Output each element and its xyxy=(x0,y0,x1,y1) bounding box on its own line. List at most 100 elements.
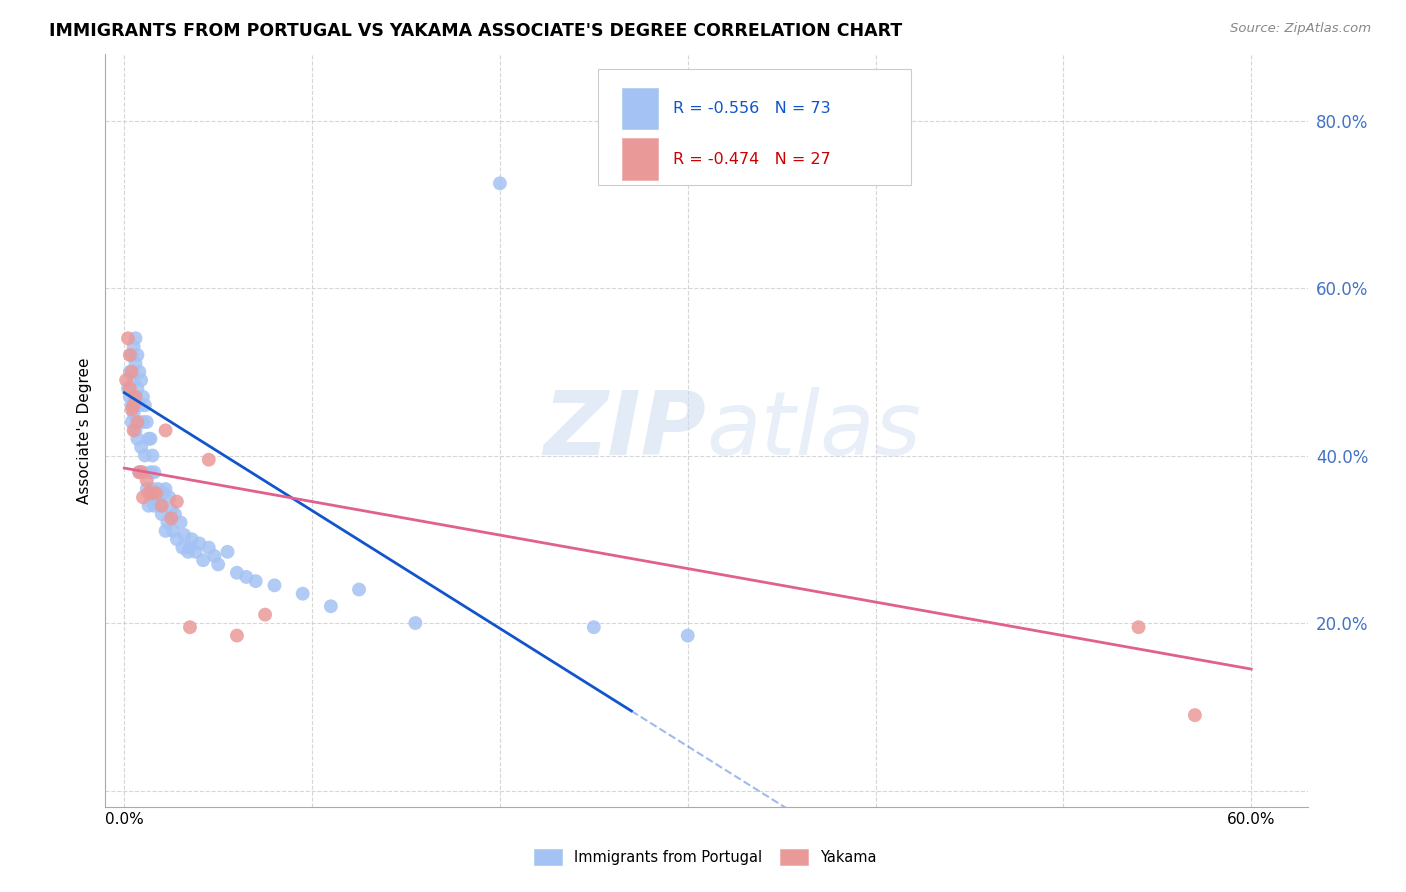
Point xyxy=(143,465,166,479)
Point xyxy=(1184,708,1206,723)
Point xyxy=(163,507,186,521)
Point xyxy=(117,382,139,396)
Point xyxy=(145,491,167,505)
Point xyxy=(143,499,166,513)
Bar xyxy=(623,138,658,180)
Point xyxy=(124,356,146,370)
Point xyxy=(132,415,155,429)
Point xyxy=(217,545,239,559)
Point xyxy=(129,440,152,454)
Point xyxy=(179,541,201,555)
Point xyxy=(128,365,150,379)
Text: IMMIGRANTS FROM PORTUGAL VS YAKAMA ASSOCIATE'S DEGREE CORRELATION CHART: IMMIGRANTS FROM PORTUGAL VS YAKAMA ASSOC… xyxy=(49,22,903,40)
Point xyxy=(319,599,342,614)
Point xyxy=(128,465,150,479)
Point xyxy=(177,545,200,559)
Y-axis label: Associate's Degree: Associate's Degree xyxy=(77,357,93,504)
Point xyxy=(134,449,156,463)
Point xyxy=(156,516,179,530)
Point xyxy=(115,373,138,387)
Point xyxy=(179,620,201,634)
Point xyxy=(191,553,214,567)
Point xyxy=(188,536,211,550)
Point xyxy=(169,516,191,530)
Point xyxy=(122,398,145,412)
Point xyxy=(676,629,699,643)
Point xyxy=(155,524,177,538)
Point xyxy=(121,348,143,362)
Point xyxy=(157,491,180,505)
Point xyxy=(166,494,188,508)
Point xyxy=(197,452,219,467)
Point xyxy=(135,482,157,496)
Point xyxy=(141,482,163,496)
Text: atlas: atlas xyxy=(707,387,921,474)
Point xyxy=(122,373,145,387)
Point xyxy=(118,348,141,362)
Text: R = -0.556   N = 73: R = -0.556 N = 73 xyxy=(673,101,831,116)
Point xyxy=(245,574,267,589)
Point xyxy=(128,465,150,479)
Point xyxy=(173,528,195,542)
Point xyxy=(122,424,145,438)
Point xyxy=(127,348,149,362)
Point xyxy=(152,486,174,500)
Point xyxy=(122,407,145,421)
Text: Immigrants from Portugal: Immigrants from Portugal xyxy=(574,850,762,864)
Text: R = -0.474   N = 27: R = -0.474 N = 27 xyxy=(673,152,831,167)
Point xyxy=(129,465,152,479)
Point xyxy=(134,398,156,412)
Point xyxy=(118,390,141,404)
Point xyxy=(121,415,143,429)
Point xyxy=(166,533,188,547)
Point xyxy=(184,545,207,559)
Point xyxy=(135,474,157,488)
Point xyxy=(139,465,162,479)
Point xyxy=(118,382,141,396)
Point xyxy=(226,566,249,580)
Point xyxy=(138,486,160,500)
Point xyxy=(254,607,277,622)
Point xyxy=(149,499,172,513)
Point xyxy=(124,424,146,438)
Point xyxy=(132,491,155,505)
Point xyxy=(155,424,177,438)
Point xyxy=(150,507,173,521)
Point xyxy=(160,511,183,525)
Point xyxy=(162,524,184,538)
Point xyxy=(118,365,141,379)
Point xyxy=(138,499,160,513)
Point xyxy=(263,578,285,592)
Text: ZIP: ZIP xyxy=(544,387,707,474)
Point xyxy=(180,533,202,547)
Point xyxy=(139,432,162,446)
Point xyxy=(172,541,194,555)
Point xyxy=(127,415,149,429)
Point xyxy=(155,482,177,496)
Point xyxy=(128,398,150,412)
Point xyxy=(404,615,426,630)
Point xyxy=(121,398,143,412)
Point xyxy=(141,486,163,500)
Point xyxy=(347,582,370,597)
Point xyxy=(132,390,155,404)
Point xyxy=(160,503,183,517)
Point xyxy=(135,415,157,429)
Point xyxy=(146,482,169,496)
Point xyxy=(132,465,155,479)
Point xyxy=(150,499,173,513)
Point xyxy=(235,570,257,584)
Point xyxy=(121,402,143,417)
Point xyxy=(127,432,149,446)
Point xyxy=(226,629,249,643)
Point xyxy=(291,587,314,601)
Point xyxy=(197,541,219,555)
Point xyxy=(127,382,149,396)
Text: Yakama: Yakama xyxy=(820,850,876,864)
Point xyxy=(121,365,143,379)
Point xyxy=(124,331,146,345)
Point xyxy=(122,340,145,354)
Point xyxy=(489,177,512,191)
Bar xyxy=(623,87,658,129)
Text: Source: ZipAtlas.com: Source: ZipAtlas.com xyxy=(1230,22,1371,36)
